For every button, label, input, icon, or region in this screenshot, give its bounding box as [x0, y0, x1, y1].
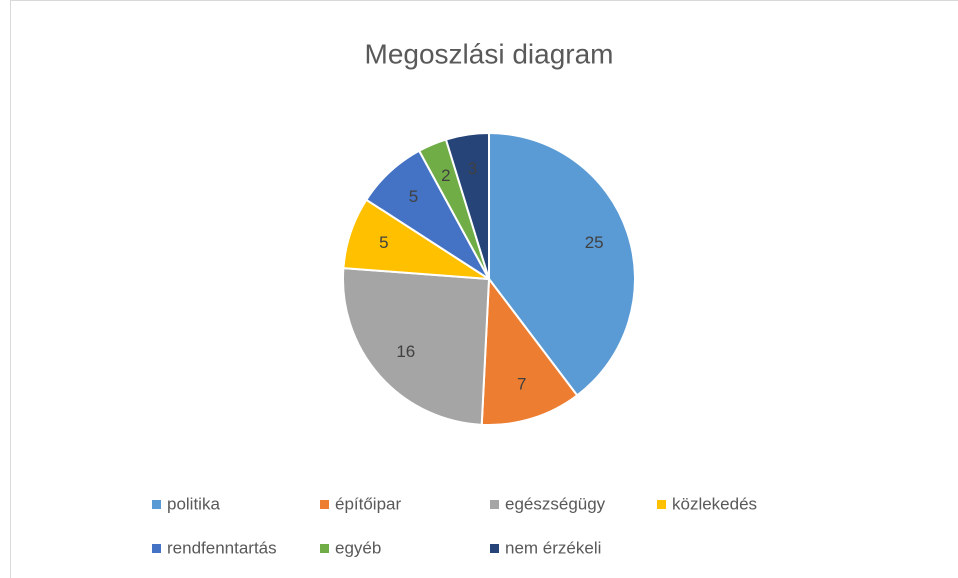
legend-label: építőipar [335, 494, 401, 513]
legend-label: egészségügy [505, 494, 606, 513]
data-label: 3 [468, 159, 477, 178]
pie-slice [444, 131, 490, 280]
legend-swatch [490, 544, 499, 553]
legend-label: egyéb [335, 538, 381, 557]
legend-label: politika [167, 494, 220, 513]
legend-label: közlekedés [672, 494, 757, 513]
data-label: 7 [517, 375, 526, 394]
data-label: 5 [409, 187, 418, 206]
data-label: 16 [396, 342, 415, 361]
pie-slice [480, 276, 579, 426]
legend-swatch [320, 544, 329, 553]
legend-label: rendfenntartás [167, 538, 277, 557]
data-label: 5 [379, 233, 388, 252]
pie-slice [342, 267, 491, 426]
legend-swatch [152, 500, 161, 509]
legend-swatch [152, 544, 161, 553]
pie-slice [488, 131, 636, 397]
legend-swatch [490, 500, 499, 509]
legend-swatch [657, 500, 666, 509]
data-label: 25 [585, 233, 604, 252]
legend-label: nem érzékeli [505, 538, 601, 557]
data-label: 2 [441, 166, 450, 185]
legend-swatch [320, 500, 329, 509]
chart-title: Megoszlási diagram [365, 38, 614, 69]
